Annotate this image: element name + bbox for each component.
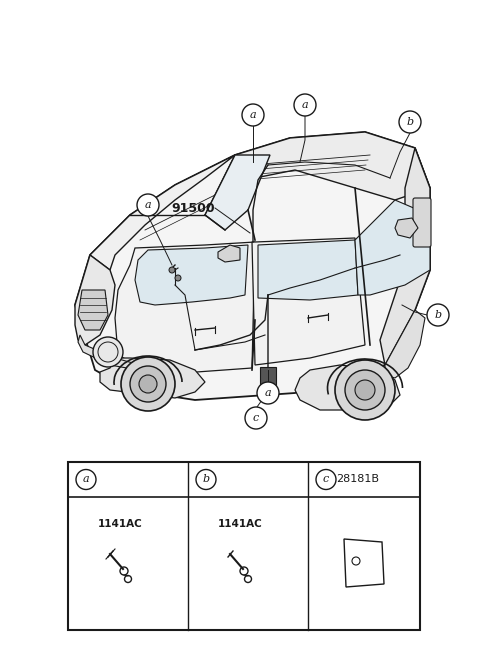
Text: a: a [264, 388, 271, 398]
Circle shape [175, 275, 181, 281]
Text: a: a [144, 200, 151, 210]
Polygon shape [115, 242, 255, 375]
Text: a: a [250, 110, 256, 120]
Polygon shape [385, 310, 425, 378]
Circle shape [427, 304, 449, 326]
Text: 1141AC: 1141AC [217, 519, 263, 529]
Polygon shape [205, 155, 270, 230]
Circle shape [355, 380, 375, 400]
Bar [68, 462, 420, 630]
FancyBboxPatch shape [413, 198, 431, 247]
FancyBboxPatch shape [260, 367, 276, 387]
Polygon shape [78, 290, 108, 330]
Polygon shape [218, 245, 240, 262]
Circle shape [121, 357, 175, 411]
Circle shape [130, 366, 166, 402]
Polygon shape [90, 155, 235, 270]
Polygon shape [252, 238, 365, 365]
Polygon shape [100, 358, 205, 398]
Text: c: c [323, 474, 329, 485]
Circle shape [196, 470, 216, 489]
Circle shape [169, 267, 175, 273]
Polygon shape [395, 218, 418, 238]
Circle shape [76, 470, 96, 489]
Text: 1141AC: 1141AC [97, 519, 143, 529]
Circle shape [316, 470, 336, 489]
Text: a: a [83, 474, 89, 485]
Text: 91500: 91500 [171, 201, 215, 215]
Circle shape [257, 382, 279, 404]
Circle shape [345, 370, 385, 410]
Circle shape [335, 360, 395, 420]
Polygon shape [135, 245, 248, 305]
Text: b: b [407, 117, 414, 127]
Circle shape [137, 194, 159, 216]
Text: c: c [253, 413, 259, 423]
Text: b: b [434, 310, 442, 320]
Circle shape [139, 375, 157, 393]
Polygon shape [75, 255, 115, 345]
Text: b: b [203, 474, 210, 485]
Text: a: a [302, 100, 308, 110]
Circle shape [245, 407, 267, 429]
Circle shape [93, 337, 123, 367]
Polygon shape [205, 132, 430, 215]
Polygon shape [355, 200, 430, 295]
Polygon shape [78, 335, 140, 370]
Polygon shape [380, 148, 430, 365]
Text: 28181B: 28181B [336, 474, 379, 485]
Circle shape [399, 111, 421, 133]
Polygon shape [75, 132, 430, 400]
Polygon shape [295, 365, 400, 410]
Polygon shape [258, 240, 358, 300]
Circle shape [294, 94, 316, 116]
Circle shape [242, 104, 264, 126]
